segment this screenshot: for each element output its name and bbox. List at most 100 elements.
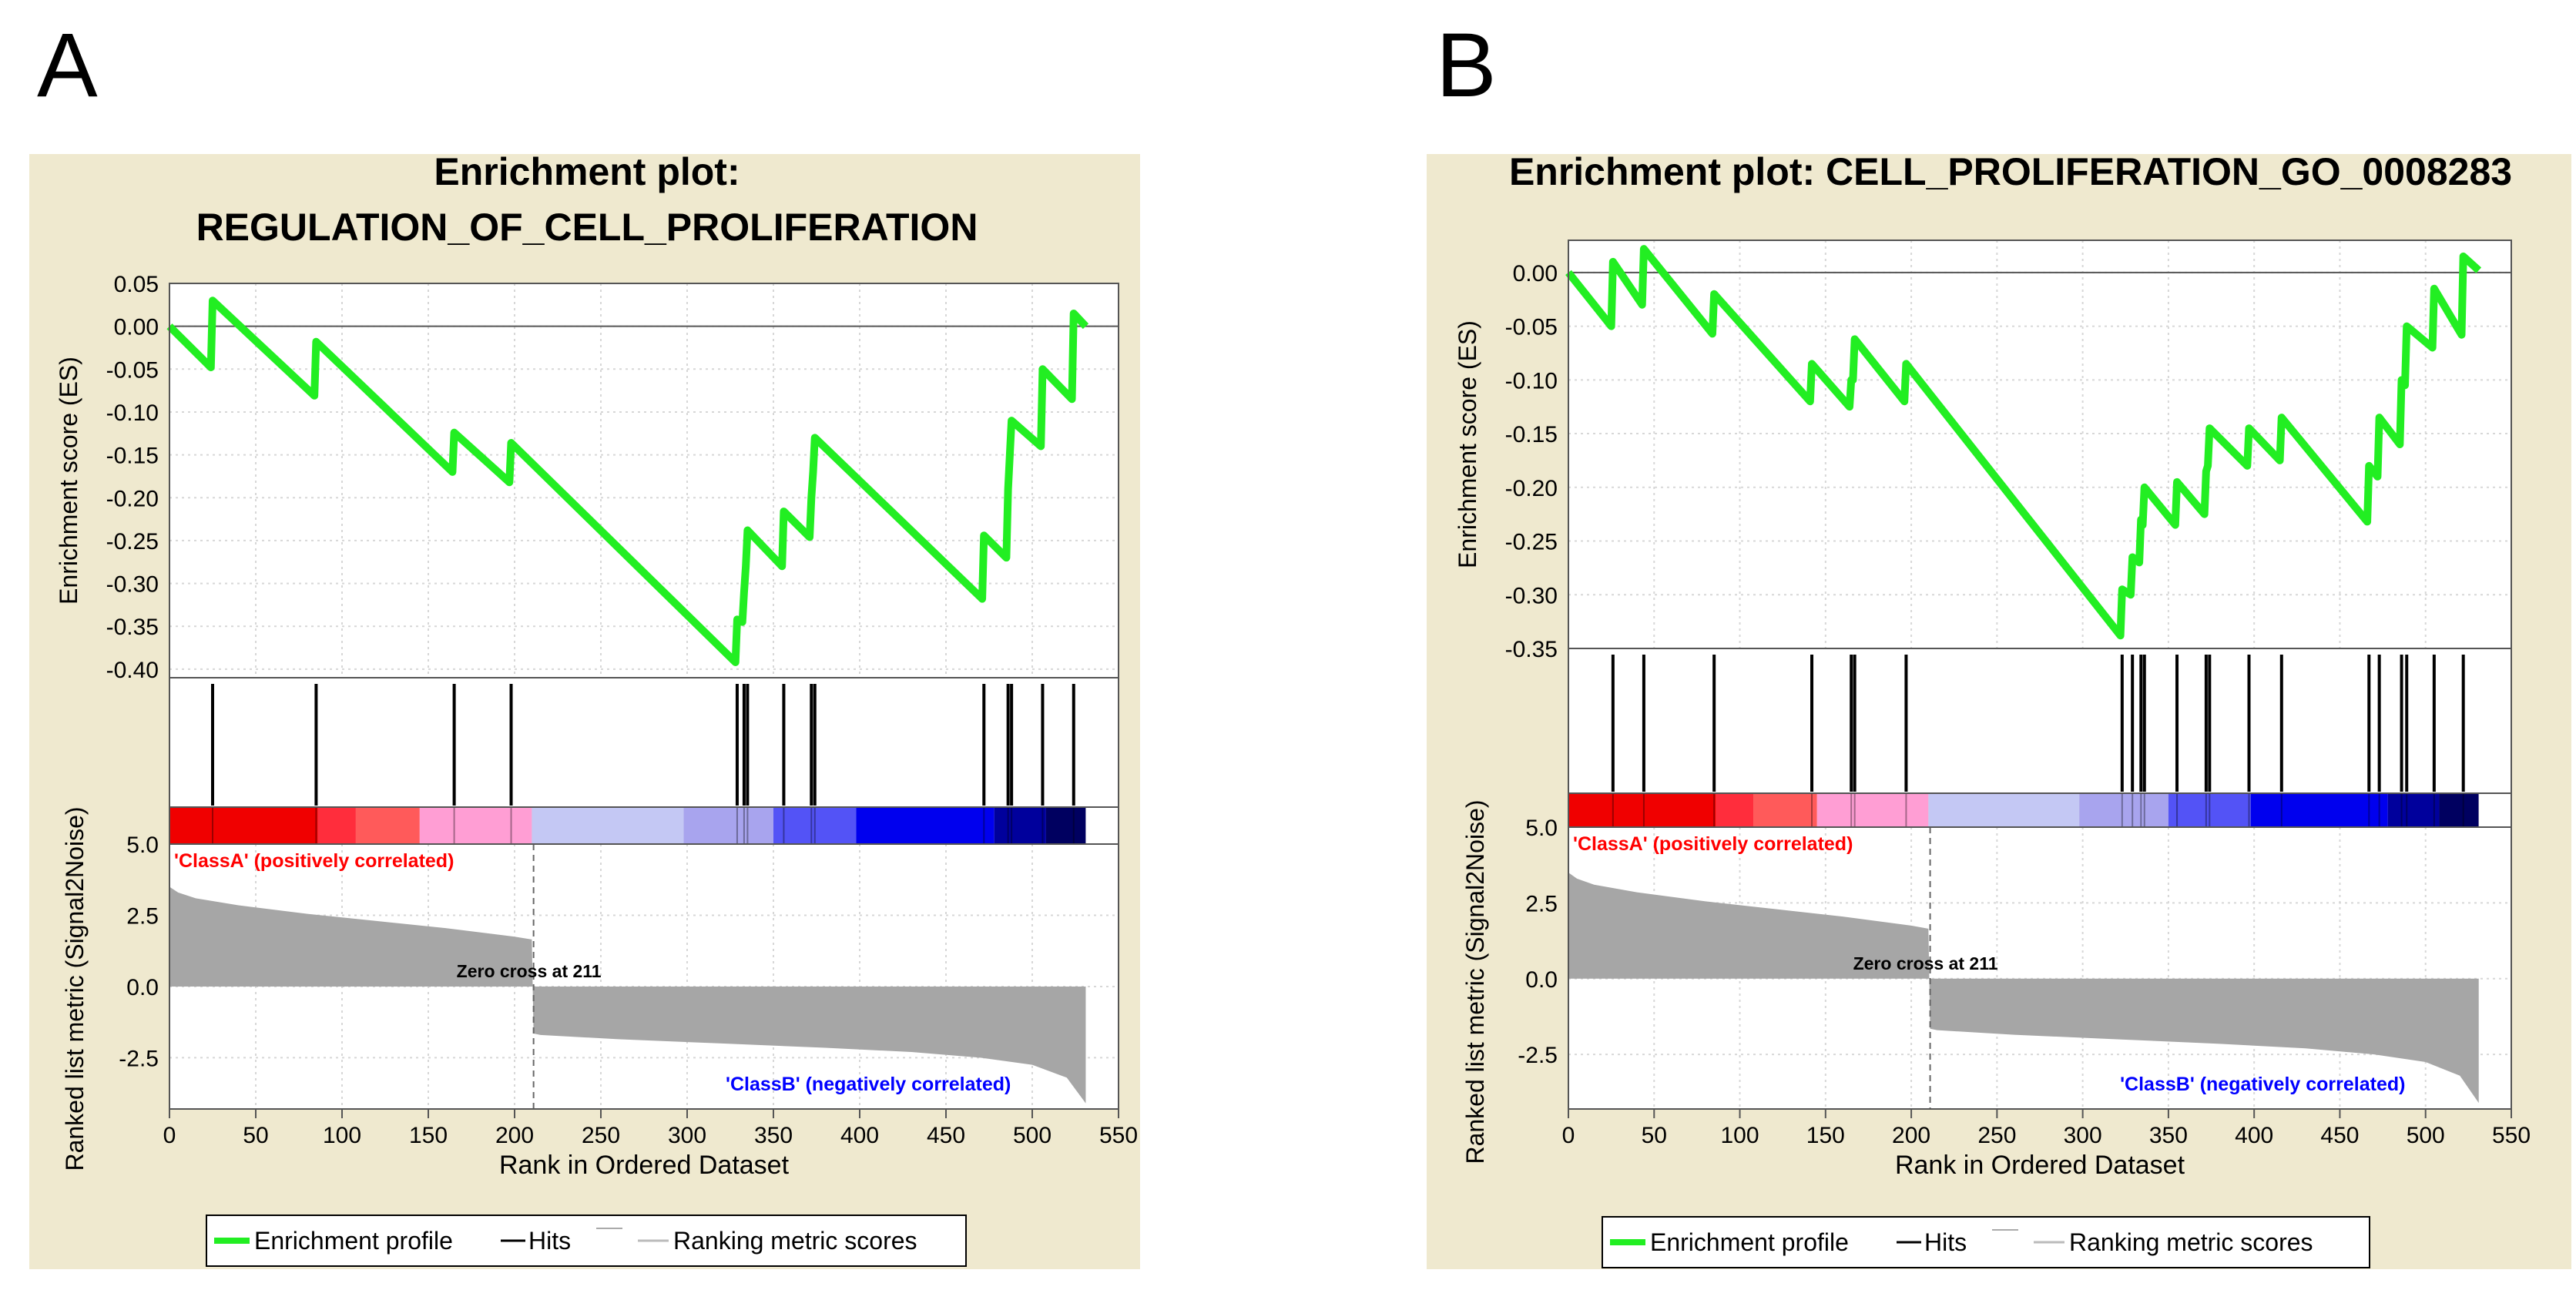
es-axis-label: Enrichment score (ES) [1454, 320, 1481, 568]
x-tick-label: 150 [1806, 1123, 1845, 1148]
color-bar-tail [1085, 807, 1119, 844]
x-tick-label: 550 [2492, 1123, 2531, 1148]
hits-plot-area [169, 678, 1119, 807]
x-tick-label: 450 [2320, 1123, 2359, 1148]
panel-label: B [1436, 15, 1497, 116]
color-bar-block [994, 807, 1046, 844]
x-tick-label: 550 [1099, 1123, 1138, 1148]
hits-plot-area [1568, 648, 2511, 793]
color-bar-block [683, 807, 773, 844]
es-tick-label: 0.05 [114, 272, 159, 297]
x-tick-label: 450 [927, 1123, 965, 1148]
x-tick-label: 200 [1892, 1123, 1930, 1148]
color-bar-block [1753, 793, 1817, 827]
es-tick-label: -0.15 [106, 444, 159, 469]
color-bar-block [317, 807, 356, 844]
zero-cross-annotation: Zero cross at 211 [1853, 953, 1998, 973]
color-bar-block [419, 807, 532, 844]
ranking-metric-area [169, 886, 1086, 1104]
color-bar-block [2439, 793, 2479, 827]
x-tick-label: 500 [2407, 1123, 2445, 1148]
es-tick-label: -0.35 [106, 615, 159, 640]
color-bar-block [2250, 793, 2388, 827]
chart-title-line: Enrichment plot: CELL_PROLIFERATION_GO_0… [1509, 150, 2512, 193]
panel-label: A [37, 15, 98, 116]
legend-metric-label: Ranking metric scores [673, 1227, 917, 1255]
metric-tick-label: -2.5 [1518, 1043, 1558, 1068]
color-bar-block [1816, 793, 1929, 827]
color-bar-block [773, 807, 857, 844]
x-tick-label: 150 [409, 1123, 448, 1148]
color-bar-block [1716, 793, 1754, 827]
legend-es-label: Enrichment profile [254, 1227, 453, 1255]
x-tick-label: 0 [1562, 1123, 1575, 1148]
x-tick-label: 400 [840, 1123, 879, 1148]
metric-tick-label: 0.0 [126, 975, 159, 1000]
enrichment-profile-line [166, 297, 1089, 666]
x-tick-label: 300 [2064, 1123, 2102, 1148]
metric-axis-label: Ranked list metric (Signal2Noise) [61, 806, 89, 1171]
es-tick-label: -0.30 [106, 572, 159, 598]
x-tick-label: 400 [2235, 1123, 2273, 1148]
x-tick-label: 250 [1977, 1123, 2016, 1148]
es-plot-area [1568, 240, 2511, 648]
color-bar-block [1928, 793, 2080, 827]
es-tick-label: -0.10 [1505, 368, 1558, 394]
es-tick-label: -0.05 [106, 357, 159, 383]
color-bar-block [2387, 793, 2440, 827]
metric-tick-label: 2.5 [1525, 891, 1558, 916]
es-tick-label: -0.20 [106, 486, 159, 511]
color-bar-block [2079, 793, 2168, 827]
color-bar-block [532, 807, 684, 844]
color-bar-block [856, 807, 995, 844]
es-axis-label: Enrichment score (ES) [55, 357, 82, 605]
class-b-annotation: 'ClassB' (negatively correlated) [2120, 1074, 2405, 1095]
es-tick-label: -0.10 [106, 400, 159, 426]
es-tick-label: -0.35 [1505, 637, 1558, 662]
class-b-annotation: 'ClassB' (negatively correlated) [726, 1074, 1011, 1095]
plot-frame [1568, 240, 2512, 1110]
metric-tick-label: 5.0 [1525, 816, 1558, 841]
metric-tick-label: 5.0 [126, 833, 159, 858]
x-tick-label: 350 [2149, 1123, 2188, 1148]
es-tick-label: 0.00 [114, 315, 159, 340]
color-bar-tail [2478, 793, 2511, 827]
es-plot-area [169, 283, 1119, 678]
metric-tick-label: -2.5 [119, 1046, 159, 1071]
legend-hits-label: Hits [528, 1227, 571, 1255]
panel-b: B Enrichment plot: CELL_PROLIFERATION_GO_… [1427, 15, 2571, 1269]
x-tick-label: 50 [243, 1123, 268, 1148]
x-tick-label: 250 [582, 1123, 620, 1148]
ranking-metric-area [1568, 873, 2479, 1104]
legend-hits-label: Hits [1924, 1228, 1967, 1256]
es-tick-label: -0.40 [106, 658, 159, 683]
es-tick-label: -0.25 [1505, 530, 1558, 555]
panel-a: A Enrichment plot: REGULATION_OF_CELL_PROL… [29, 15, 1140, 1269]
es-tick-label: -0.30 [1505, 583, 1558, 608]
es-tick-label: -0.25 [106, 529, 159, 554]
color-bar-block [2168, 793, 2251, 827]
color-bar-block [355, 807, 420, 844]
es-tick-label: -0.05 [1505, 315, 1558, 340]
color-bar-block [1045, 807, 1086, 844]
chart-title-line: REGULATION_OF_CELL_PROLIFERATION [196, 206, 978, 249]
color-bar-block [169, 807, 318, 844]
x-tick-label: 100 [323, 1123, 361, 1148]
x-tick-label: 500 [1013, 1123, 1052, 1148]
x-tick-label: 100 [1721, 1123, 1759, 1148]
x-tick-label: 0 [163, 1123, 176, 1148]
legend-es-label: Enrichment profile [1650, 1228, 1849, 1256]
class-a-annotation: 'ClassA' (positively correlated) [1573, 833, 1853, 855]
legend: Enrichment profile Hits Ranking metric sco… [1602, 1216, 2370, 1268]
metric-axis-label: Ranked list metric (Signal2Noise) [1461, 799, 1489, 1164]
es-tick-label: 0.00 [1513, 261, 1558, 286]
legend-box [206, 1215, 967, 1267]
x-axis-label: Rank in Ordered Dataset [499, 1151, 790, 1180]
x-tick-label: 300 [668, 1123, 706, 1148]
color-bar-block [1568, 793, 1716, 827]
legend-metric-label: Ranking metric scores [2069, 1228, 2313, 1256]
zero-cross-annotation: Zero cross at 211 [457, 961, 602, 981]
x-tick-label: 50 [1642, 1123, 1667, 1148]
es-tick-label: -0.15 [1505, 422, 1558, 447]
